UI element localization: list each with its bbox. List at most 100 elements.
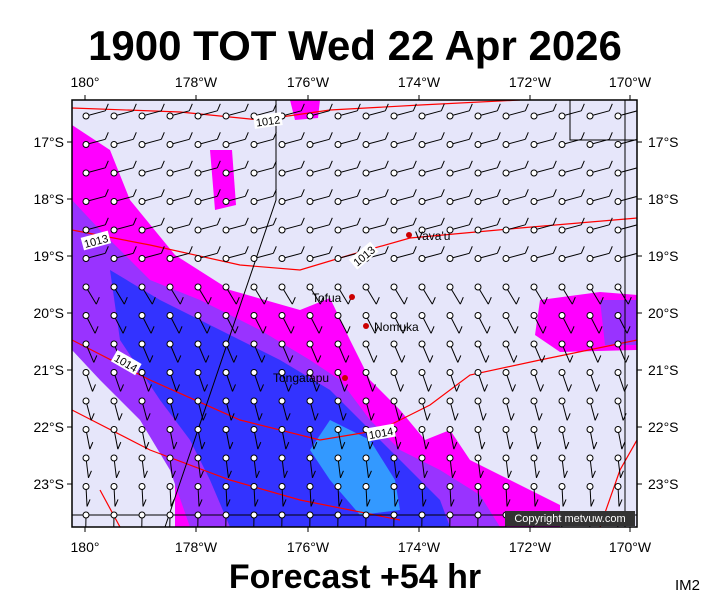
station [531, 284, 537, 290]
station [447, 256, 453, 262]
place-label: Tongatapu [273, 371, 329, 385]
station [419, 370, 425, 376]
map: Vava'u Tofua Nomuka Tongatapu 1012 1013 … [72, 100, 640, 535]
station [475, 227, 481, 233]
station [195, 484, 201, 490]
station [307, 398, 313, 404]
station [195, 370, 201, 376]
station [447, 313, 453, 319]
station [559, 427, 565, 433]
station [391, 284, 397, 290]
station [307, 227, 313, 233]
station [111, 341, 117, 347]
barb-flag [637, 104, 640, 111]
station [167, 142, 173, 148]
station [335, 370, 341, 376]
station [559, 256, 565, 262]
station [195, 455, 201, 461]
station [111, 313, 117, 319]
station [195, 313, 201, 319]
station [83, 284, 89, 290]
station [195, 284, 201, 290]
station [307, 341, 313, 347]
station [559, 484, 565, 490]
station [335, 284, 341, 290]
place-marker [349, 294, 355, 300]
station [139, 484, 145, 490]
place-label: Tofua [312, 291, 342, 305]
station [195, 341, 201, 347]
station [251, 227, 257, 233]
lon-label-top: 174°W [398, 74, 441, 90]
station [167, 341, 173, 347]
station [503, 142, 509, 148]
station [83, 512, 89, 518]
station [139, 199, 145, 205]
station [419, 113, 425, 119]
station [251, 170, 257, 176]
station [139, 313, 145, 319]
lat-label-left: 18°S [33, 191, 64, 207]
lat-label-left: 20°S [33, 305, 64, 321]
lon-label-top: 170°W [609, 74, 652, 90]
barb-flag [506, 528, 509, 535]
station [531, 370, 537, 376]
lon-label-bottom: 174°W [398, 539, 441, 555]
station [475, 512, 481, 518]
station [391, 484, 397, 490]
station [307, 512, 313, 518]
station [419, 341, 425, 347]
station [363, 455, 369, 461]
lat-label-right: 17°S [648, 134, 679, 150]
barb-flag [394, 528, 397, 535]
station [335, 256, 341, 262]
station [279, 256, 285, 262]
station [391, 227, 397, 233]
lon-label-bottom: 178°W [175, 539, 218, 555]
station [587, 341, 593, 347]
station [419, 512, 425, 518]
station [559, 370, 565, 376]
station [391, 142, 397, 148]
station [223, 484, 229, 490]
station [335, 313, 341, 319]
station [195, 170, 201, 176]
station [167, 427, 173, 433]
station [363, 142, 369, 148]
station [531, 484, 537, 490]
station [503, 170, 509, 176]
station [307, 170, 313, 176]
station [167, 512, 173, 518]
station [83, 398, 89, 404]
station [587, 199, 593, 205]
station [531, 199, 537, 205]
station [335, 484, 341, 490]
station [167, 170, 173, 176]
station [615, 370, 621, 376]
station [139, 427, 145, 433]
lat-label-right: 18°S [648, 191, 679, 207]
station [447, 199, 453, 205]
station [195, 142, 201, 148]
station [559, 313, 565, 319]
station [587, 370, 593, 376]
station [363, 370, 369, 376]
station [251, 512, 257, 518]
station [363, 170, 369, 176]
station [503, 256, 509, 262]
lat-label-left: 19°S [33, 248, 64, 264]
station [307, 199, 313, 205]
station [279, 227, 285, 233]
station [503, 455, 509, 461]
station [391, 170, 397, 176]
station [279, 484, 285, 490]
station [195, 512, 201, 518]
barb-flag [618, 528, 621, 535]
station [475, 199, 481, 205]
copyright: Copyright metvuw.com [514, 513, 625, 525]
station [559, 341, 565, 347]
station [139, 512, 145, 518]
station [251, 313, 257, 319]
lat-label-right: 19°S [648, 248, 679, 264]
